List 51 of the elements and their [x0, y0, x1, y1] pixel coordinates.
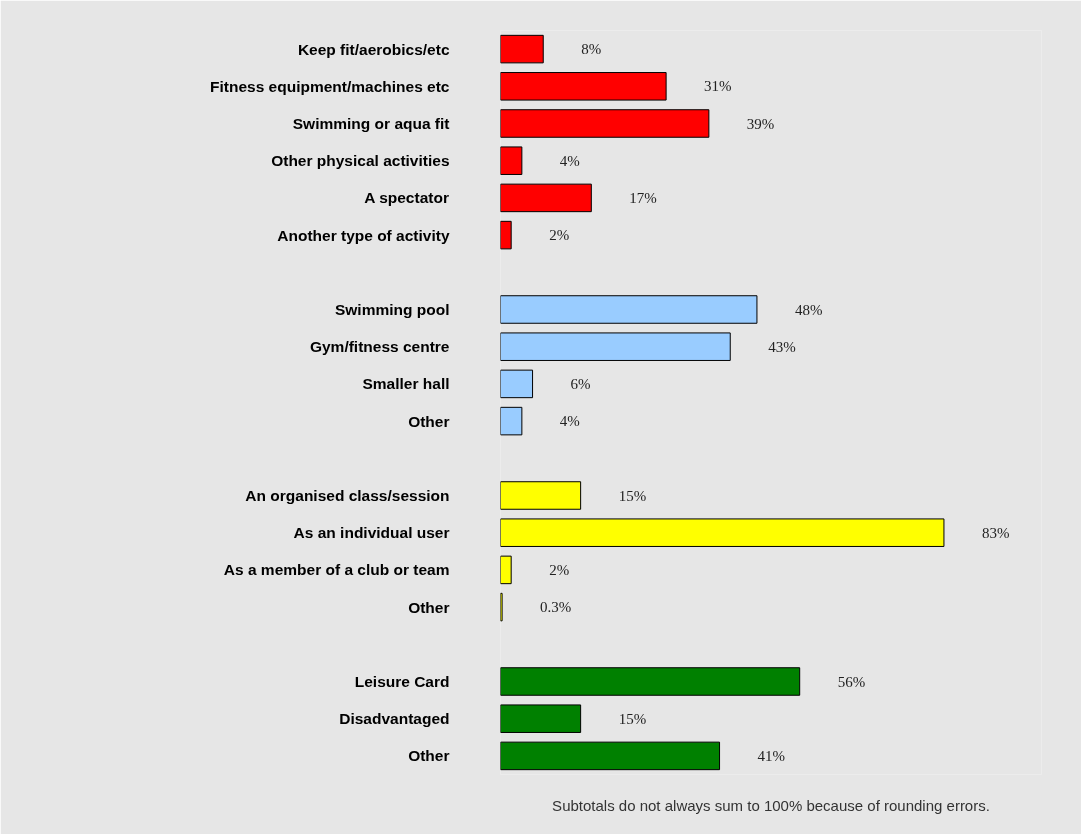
y-tick-label: Another type of activity	[277, 226, 450, 244]
y-tick-label: Keep fit/aerobics/etc	[297, 40, 450, 58]
data-label: 0.3%	[540, 599, 572, 616]
data-label: 4%	[559, 413, 580, 430]
y-tick-label: An organised class/session	[245, 487, 450, 504]
y-tick-label: Other physical activities	[271, 152, 450, 170]
bar	[500, 667, 801, 696]
data-label: 4%	[559, 152, 580, 169]
y-tick-label: A spectator	[364, 189, 449, 207]
y-tick-label: Fitness equipment/machines etc	[210, 77, 450, 95]
y-tick-label: Other	[408, 747, 450, 765]
y-tick-label: Leisure Card	[354, 673, 450, 690]
bar	[500, 183, 592, 213]
bar	[500, 518, 945, 547]
bar	[500, 741, 721, 771]
data-label: 2%	[549, 227, 570, 244]
y-tick-label: Smaller hall	[362, 375, 450, 393]
bar	[500, 220, 512, 250]
text: Subtotals do not always sum to 100% because of rounding errors.	[552, 796, 990, 814]
bar	[500, 481, 582, 510]
y-tick-label: Disadvantaged	[339, 710, 450, 728]
bar	[500, 332, 731, 361]
data-label: 39%	[746, 115, 775, 132]
data-label: 43%	[768, 338, 796, 355]
data-label: 6%	[570, 375, 591, 392]
data-label: 8%	[581, 41, 602, 58]
data-label: 56%	[837, 673, 866, 690]
bar	[500, 109, 710, 138]
data-label: 48%	[794, 301, 823, 318]
y-tick-label: Other	[408, 412, 450, 430]
data-label: 41%	[757, 747, 786, 764]
y-tick-label: Swimming pool	[334, 301, 450, 318]
bar	[500, 295, 758, 324]
data-label: 17%	[629, 189, 657, 206]
data-label: 83%	[981, 524, 1010, 541]
bar	[500, 704, 582, 733]
bar	[500, 72, 667, 101]
y-tick-label: As a member of a club or team	[223, 561, 450, 579]
bar	[500, 555, 512, 585]
y-tick-label: Gym/fitness centre	[309, 338, 450, 356]
data-label: 2%	[549, 561, 570, 578]
y-tick-label: Swimming or aqua fit	[292, 115, 450, 132]
bar	[500, 146, 523, 175]
data-label: 31%	[704, 78, 732, 95]
y-tick-label: Other	[408, 598, 450, 616]
data-label: 15%	[618, 487, 647, 504]
y-tick-label: As an individual user	[293, 524, 450, 542]
bar	[500, 406, 523, 436]
bar	[500, 369, 534, 399]
bar	[500, 34, 544, 64]
data-label: 15%	[618, 710, 647, 727]
